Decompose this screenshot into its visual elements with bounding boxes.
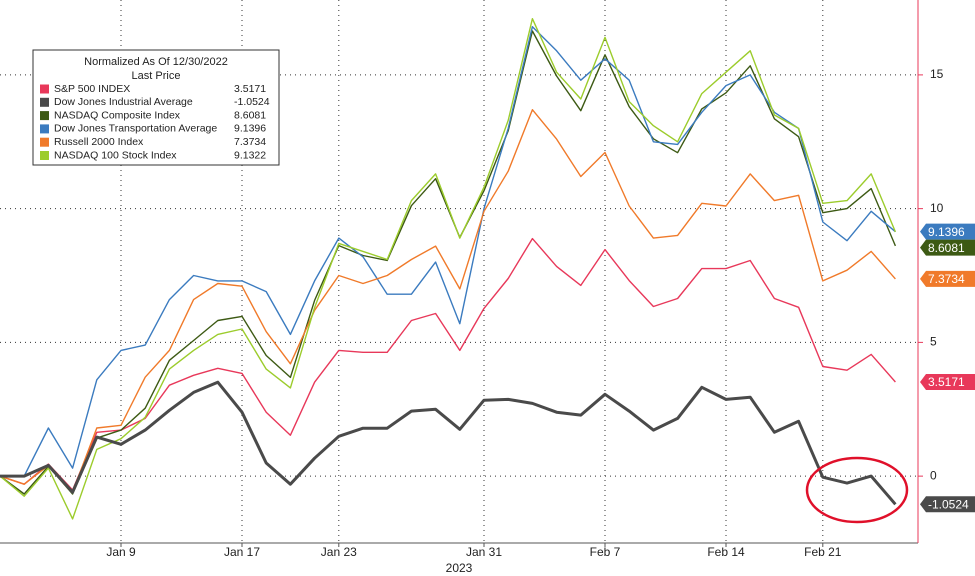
legend-label: NASDAQ Composite Index (54, 109, 181, 121)
legend: Normalized As Of 12/30/2022 Last Price S… (32, 49, 280, 166)
legend-swatch (40, 97, 49, 107)
legend-swatch (40, 124, 49, 134)
legend-swatch (40, 151, 49, 160)
legend-label: Russell 2000 Index (54, 136, 144, 148)
end-tag-label: 8.6081 (928, 241, 965, 255)
series-line (0, 109, 896, 493)
legend-value: 9.1396 (234, 123, 266, 135)
x-tick-label: Feb 21 (804, 545, 842, 559)
legend-label: NASDAQ 100 Stock Index (54, 149, 177, 161)
series-line (0, 237, 896, 491)
series-line (0, 380, 897, 506)
highlight-ellipse (805, 456, 909, 524)
legend-value: -1.0524 (234, 96, 270, 108)
end-tag (920, 374, 975, 391)
x-tick-label: Jan 17 (224, 545, 260, 559)
end-tag (920, 270, 975, 287)
legend-value: 7.3734 (234, 136, 266, 148)
legend-subtitle: Last Price (132, 70, 181, 82)
x-tick-label: Jan 9 (106, 545, 136, 559)
legend-value: 8.6081 (234, 109, 266, 121)
end-tag-label: 3.5171 (928, 375, 965, 389)
legend-swatch (40, 111, 49, 121)
series-line (0, 30, 897, 495)
series-line (0, 18, 897, 520)
legend-value: 9.1322 (234, 149, 266, 161)
legend-swatch (40, 137, 49, 147)
legend-label: Dow Jones Transportation Average (54, 123, 217, 135)
legend-box (32, 49, 280, 166)
end-tag-label: 7.3734 (928, 272, 965, 286)
y-tick-label: 0 (930, 468, 937, 482)
y-tick-label: 10 (930, 201, 944, 215)
end-tag (920, 239, 975, 256)
end-tag (920, 496, 975, 513)
x-tick-label: Jan 31 (466, 545, 502, 559)
end-tag-label: 9.1396 (928, 225, 965, 239)
series-line (0, 26, 896, 477)
legend-label: S&P 500 INDEX (54, 83, 130, 95)
end-tag-label: -1.0524 (928, 497, 969, 511)
x-tick-label: Jan 23 (321, 545, 357, 559)
end-tag (920, 223, 975, 240)
x-axis-label: 2023 (446, 561, 473, 575)
end-tags: 9.1396 8.6081 7.3734 3.5171 -1.0524 (920, 223, 975, 513)
legend-title: Normalized As Of 12/30/2022 (84, 56, 228, 68)
y-tick-label: 5 (930, 335, 937, 349)
legend-label: Dow Jones Industrial Average (54, 96, 193, 108)
y-tick-label: 15 (930, 67, 944, 81)
legend-swatch (40, 84, 49, 94)
legend-value: 3.5171 (234, 83, 266, 95)
x-tick-label: Feb 14 (707, 545, 745, 559)
x-tick-label: Feb 7 (590, 545, 621, 559)
lines (0, 18, 897, 520)
